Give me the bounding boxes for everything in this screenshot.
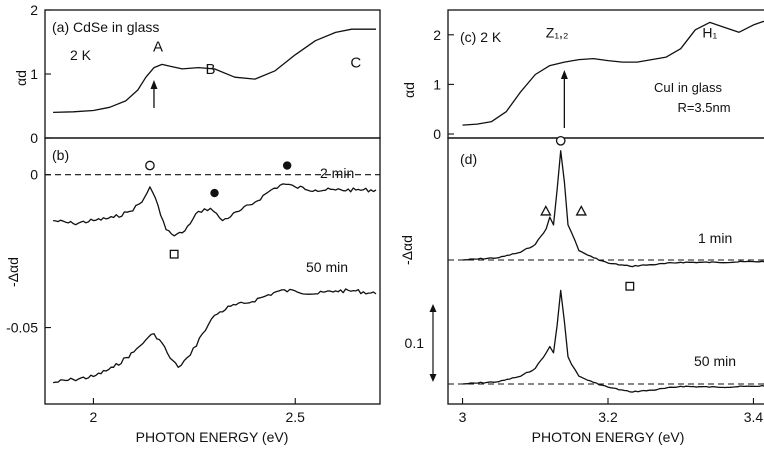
panel-b-marker-filled-circle xyxy=(282,161,292,170)
panel-b: 0-0.05 2 2.5 (b) -Δαd PHOTON ENERGY (eV) … xyxy=(5,137,381,445)
panel-d: 3 3.2 3.4 (d) -Δαd PHOTON ENERGY (eV) 0.1 … xyxy=(399,135,764,445)
panel-a-ylabel: αd xyxy=(13,70,29,86)
panel-d-xtick-label: 3 xyxy=(459,409,467,425)
panel-c-ytick-label: 2 xyxy=(433,27,441,43)
panel-d-marker-open-triangle xyxy=(575,205,587,216)
panel-c-peak-label: H₁ xyxy=(702,24,717,40)
panel-a-arrow-head xyxy=(150,80,158,89)
panel-c-absorption-curve xyxy=(462,20,764,126)
panel-d-xlabel: PHOTON ENERGY (eV) xyxy=(532,429,685,445)
panel-d-series-label-1min: 1 min xyxy=(698,230,732,246)
panel-d-marker-open-triangle xyxy=(540,205,552,216)
panel-d-curve-50min xyxy=(462,289,764,393)
panel-a-ytick-label: 1 xyxy=(30,66,38,82)
panel-a-peak-label: B xyxy=(205,61,215,78)
panel-c-ytick-label: 1 xyxy=(433,76,441,92)
panel-b-marker-filled-circle xyxy=(210,188,219,198)
panel-d-series-label-50min: 50 min xyxy=(694,353,736,369)
panel-b-marker-open-circle xyxy=(145,160,155,171)
panel-a-ytick-label: 2 xyxy=(30,2,38,18)
panel-b-ytick-label: 0 xyxy=(30,167,38,183)
panel-b-marker-open-square xyxy=(169,249,179,259)
panel-c-ylabel: αd xyxy=(401,82,417,98)
panel-b-xtick-label: 2.5 xyxy=(286,409,306,425)
panel-a-peak-label: C xyxy=(350,55,361,72)
panel-a-temperature: 2 K xyxy=(70,47,92,63)
panel-d-marker-open-circle xyxy=(555,135,566,146)
panel-b-curve-2min xyxy=(53,183,377,237)
panel-d-marker-open-square xyxy=(625,281,635,291)
panel-b-label: (b) xyxy=(52,147,69,163)
scale-bar-arrow-bottom xyxy=(429,374,437,382)
panel-d-xtick-label: 3.4 xyxy=(744,409,764,425)
panel-a: 0 1 2 (a) CdSe in glass 2 K A B C αd xyxy=(13,2,381,146)
panel-c-legend-line-2: R=3.5nm xyxy=(677,100,730,115)
panel-c-legend-line-1: CuI in glass xyxy=(654,80,722,95)
panel-c-ytick-label: 0 xyxy=(433,126,441,142)
panel-b-series-label-2min: 2 min xyxy=(320,165,354,181)
panel-d-label: (d) xyxy=(460,151,477,167)
panel-b-xlabel: PHOTON ENERGY (eV) xyxy=(136,429,289,445)
panel-c: 012 (c) 2 K Z₁,₂ H₁ CuI in glass R=3.5nm … xyxy=(401,9,764,142)
panel-c-peak-label: Z₁,₂ xyxy=(546,24,569,40)
panel-c-arrow-head xyxy=(560,70,568,79)
panel-b-ylabel: -Δαd xyxy=(5,257,21,287)
scale-bar-arrow-top xyxy=(429,304,437,312)
panel-b-xtick-label: 2 xyxy=(90,409,98,425)
panel-d-xtick-label: 3.2 xyxy=(598,409,618,425)
panel-c-title: (c) 2 K xyxy=(460,29,502,45)
panel-a-peak-label: A xyxy=(153,39,163,56)
panel-a-title: (a) CdSe in glass xyxy=(52,19,159,35)
scale-bar-label: 0.1 xyxy=(405,335,425,351)
panel-a-absorption-curve xyxy=(53,28,376,114)
panel-b-frame xyxy=(44,137,381,405)
panel-d-curve-1min xyxy=(462,150,764,268)
panel-b-ytick-label: -0.05 xyxy=(6,320,38,336)
panel-b-curve-50min xyxy=(52,288,377,384)
panel-d-ylabel: -Δαd xyxy=(399,235,415,265)
panel-a-ytick-label: 0 xyxy=(30,130,38,146)
panel-b-series-label-50min: 50 min xyxy=(306,259,348,275)
